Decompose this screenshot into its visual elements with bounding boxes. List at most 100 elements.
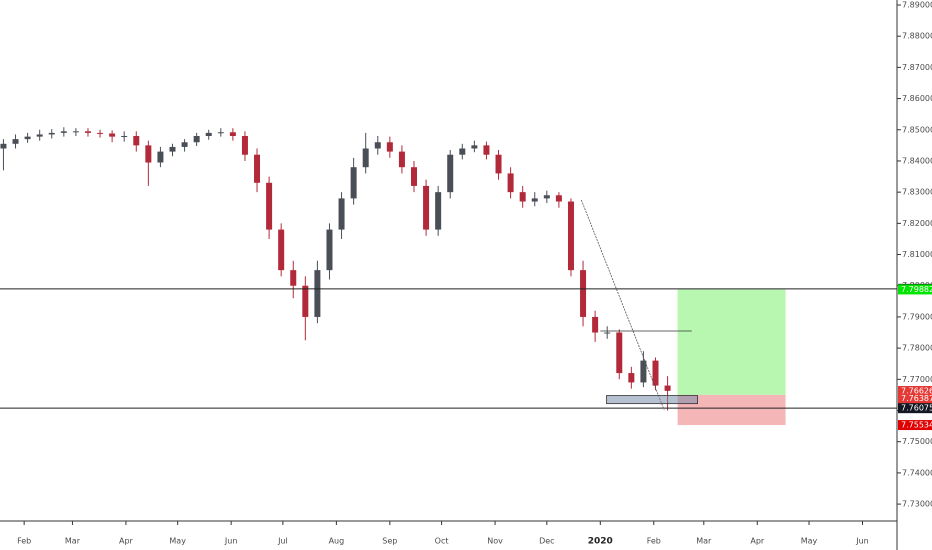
x-tick-label: Jul	[277, 537, 288, 546]
candle-body	[60, 131, 67, 133]
candle-body	[24, 136, 31, 140]
candle-body	[580, 270, 587, 317]
candle-body	[97, 132, 104, 134]
y-tick-label: 7.84000	[902, 156, 932, 165]
y-tick-label: 7.73000	[902, 500, 932, 509]
candle-body	[386, 142, 393, 152]
candle-body	[302, 285, 309, 317]
candle-body	[555, 195, 562, 202]
y-tick-label: 7.81000	[902, 250, 932, 259]
x-tick-label: Sep	[382, 537, 397, 546]
price-label-box	[898, 284, 932, 295]
candle-body	[84, 131, 91, 133]
candle-body	[423, 185, 430, 230]
candle-body	[121, 136, 128, 138]
candle-body	[543, 195, 550, 199]
y-tick-label: 7.82000	[902, 219, 932, 228]
price-label-box	[898, 393, 932, 404]
candle-body	[640, 360, 647, 383]
price-label-box	[898, 420, 932, 431]
y-tick-label: 7.77000	[902, 375, 932, 384]
candle-body	[592, 316, 599, 333]
candle-body	[483, 145, 490, 155]
candle-body	[604, 332, 611, 334]
candle-body	[326, 229, 333, 271]
price-label-box	[898, 385, 932, 396]
x-tick-label: Dec	[539, 537, 554, 546]
profit-zone	[677, 289, 786, 395]
candle-body	[350, 167, 357, 199]
candle-body	[459, 148, 466, 155]
candle-body	[278, 229, 285, 271]
y-tick-label: 7.88000	[902, 32, 932, 41]
candle-body	[217, 132, 224, 134]
candle-body	[519, 192, 526, 202]
candle-body	[72, 131, 79, 133]
candle-body	[229, 132, 236, 137]
y-tick-label: 7.75000	[902, 437, 932, 446]
x-tick-label: Mar	[65, 537, 81, 546]
candle-body	[109, 133, 116, 137]
candle-body	[362, 148, 369, 168]
candle-body	[374, 142, 381, 149]
candle-body	[12, 139, 19, 144]
price-label: 7.79882	[901, 285, 932, 294]
candle-body	[48, 132, 55, 135]
y-tick-label: 7.86000	[902, 94, 932, 103]
candle-body	[567, 201, 574, 271]
price-label: 7.76075	[901, 404, 932, 413]
y-tick-label: 7.78000	[902, 344, 932, 353]
candle-body	[254, 154, 261, 183]
candle-body	[290, 270, 297, 286]
candle-body	[266, 182, 273, 230]
candle-body	[314, 270, 321, 317]
x-tick-label: Apr	[119, 537, 134, 546]
x-tick-label: 2020	[588, 537, 613, 547]
x-tick-label: Oct	[435, 537, 449, 546]
candle-body	[193, 136, 200, 143]
y-tick-label: 7.83000	[902, 188, 932, 197]
candle-body	[205, 132, 212, 137]
y-tick-label: 7.89000	[902, 0, 932, 9]
price-label: 7.76626	[901, 386, 932, 395]
candle-body	[398, 151, 405, 168]
candle-body	[495, 154, 502, 174]
x-tick-label: Nov	[487, 537, 503, 546]
y-tick-label: 7.87000	[902, 63, 932, 72]
candle-body	[507, 173, 514, 193]
x-tick-label: Jun	[855, 537, 869, 546]
candle-body	[616, 332, 623, 374]
x-tick-label: May	[169, 537, 186, 546]
x-tick-label: Jun	[224, 537, 238, 546]
y-tick-label: 7.74000	[902, 468, 932, 477]
candle-body	[531, 198, 538, 202]
candle-body	[145, 145, 152, 163]
candle-body	[652, 360, 659, 386]
candle-body	[0, 143, 7, 149]
x-tick-label: Mar	[696, 537, 712, 546]
candle-body	[435, 192, 442, 230]
price-label-box	[898, 403, 932, 414]
candle-body	[241, 136, 248, 155]
x-tick-label: May	[801, 537, 818, 546]
candle-body	[133, 136, 140, 146]
candle-body	[169, 146, 176, 152]
price-label: 7.76387	[901, 394, 932, 403]
candle-body	[181, 142, 188, 147]
candle-body	[471, 145, 478, 149]
candle-body	[411, 167, 417, 186]
price-label: 7.75534	[901, 421, 932, 430]
candle-body	[36, 134, 43, 137]
candle-body	[664, 385, 671, 391]
candle-body	[628, 373, 635, 383]
x-tick-label: Apr	[750, 537, 765, 546]
x-tick-label: Feb	[17, 537, 31, 546]
x-tick-label: Aug	[329, 537, 345, 546]
y-tick-label: 7.79000	[902, 312, 932, 321]
candle-body	[338, 198, 345, 230]
range-box	[606, 395, 698, 405]
x-tick-label: Feb	[647, 537, 661, 546]
